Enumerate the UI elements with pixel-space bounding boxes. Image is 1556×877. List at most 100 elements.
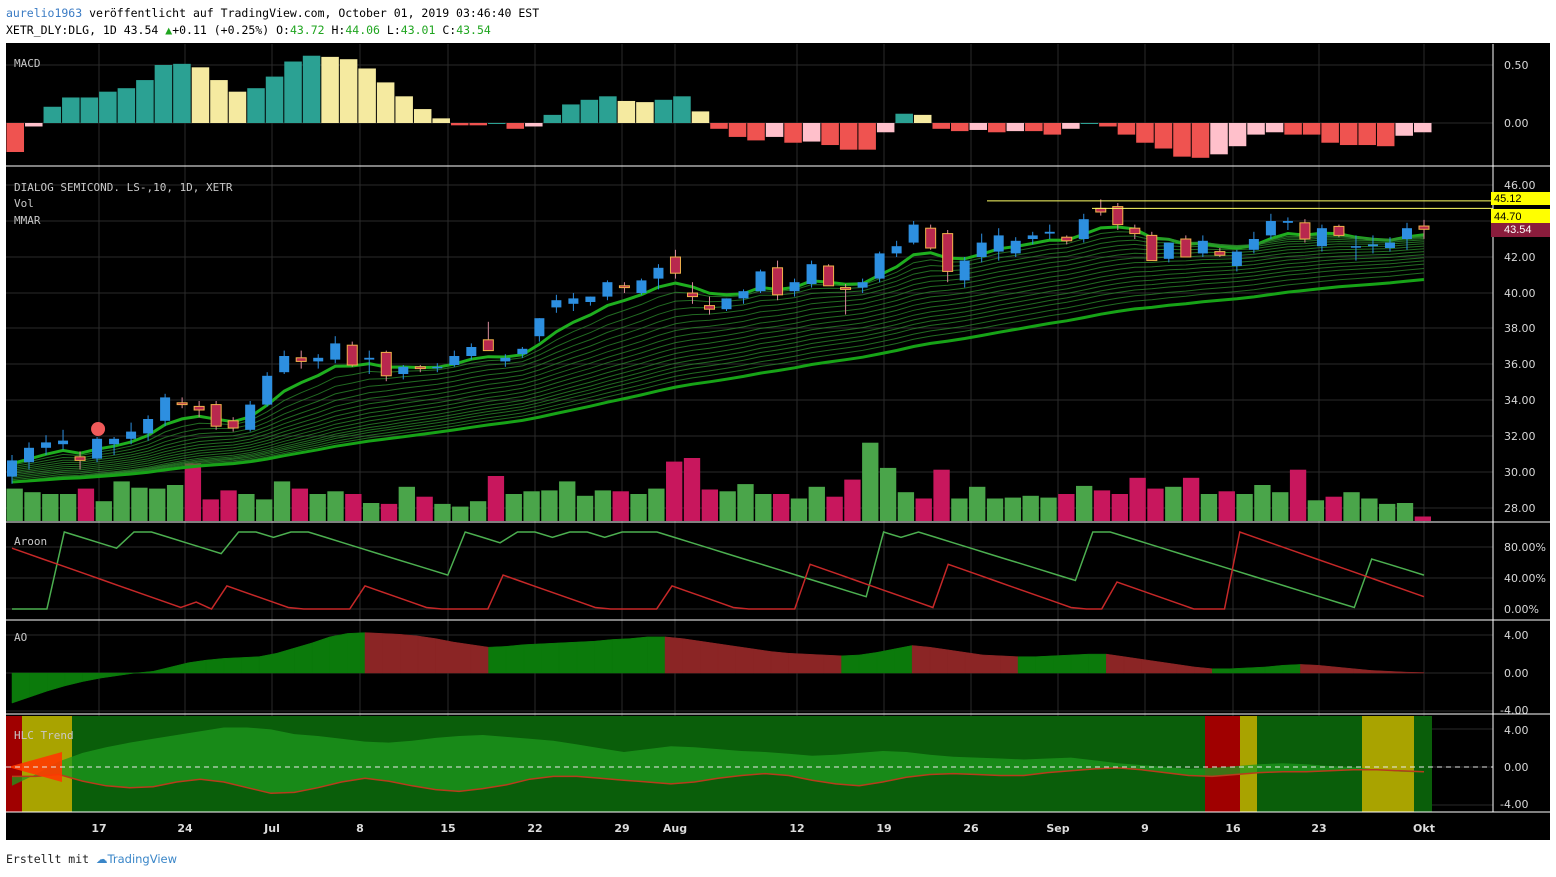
volume-bar bbox=[683, 458, 701, 521]
candle-body bbox=[1231, 251, 1242, 266]
volume-bar bbox=[897, 492, 915, 521]
macd-bar bbox=[950, 123, 969, 132]
time-label: Jul bbox=[263, 822, 280, 835]
candle-body bbox=[669, 256, 681, 274]
macd-bar bbox=[1210, 123, 1228, 155]
volume-bar bbox=[1058, 494, 1075, 521]
symbol-info: XETR_DLY:DLG, 1D 43.54 bbox=[6, 23, 159, 37]
macd-bar bbox=[339, 59, 358, 123]
hlc-trend-pane[interactable] bbox=[6, 716, 1493, 812]
candle-body bbox=[126, 431, 137, 439]
volume-bar bbox=[1129, 477, 1146, 521]
volume-bar bbox=[398, 486, 415, 521]
volume-bar bbox=[826, 496, 843, 521]
candle-body bbox=[330, 343, 341, 360]
candle-body bbox=[262, 375, 273, 405]
macd-bar bbox=[1043, 123, 1062, 135]
ao-segment bbox=[347, 632, 366, 674]
ao-segment bbox=[664, 636, 683, 674]
volume-bar bbox=[523, 491, 540, 521]
footer: Erstellt mit ☁TradingView bbox=[6, 852, 177, 866]
candle-body bbox=[466, 347, 477, 356]
macd-bar bbox=[173, 63, 191, 123]
hlc-slow-line bbox=[12, 767, 1425, 795]
volume-bar bbox=[1111, 494, 1128, 521]
price-axis[interactable]: 0.50 0.00 46.00 42.00 40.00 38.00 36.00 … bbox=[1491, 59, 1550, 811]
price-change: +0.11 (+0.25%) bbox=[172, 23, 270, 37]
macd-bar bbox=[488, 123, 506, 124]
volume-bar bbox=[808, 486, 825, 521]
candle-body bbox=[74, 456, 86, 461]
price-pane-title: DIALOG SEMICOND. LS-,10, 1D, XETR bbox=[14, 181, 233, 194]
macd-bar bbox=[154, 65, 173, 123]
macd-bar bbox=[43, 106, 62, 123]
macd-bar bbox=[1006, 123, 1025, 132]
candle-body bbox=[1214, 251, 1226, 256]
tradingview-logo-icon[interactable]: ☁ bbox=[96, 852, 108, 866]
volume-bar bbox=[1200, 494, 1218, 521]
ao-segment bbox=[700, 640, 719, 674]
candlesticks[interactable] bbox=[7, 199, 1493, 484]
macd-bar bbox=[747, 123, 765, 141]
volume-bar bbox=[487, 476, 505, 521]
candle-body bbox=[380, 351, 392, 377]
mmar-label: MMAR bbox=[14, 214, 41, 227]
ao-segment bbox=[258, 652, 277, 674]
volume-bar bbox=[309, 494, 326, 521]
volume-bar bbox=[1218, 491, 1235, 521]
candle-body bbox=[703, 305, 715, 310]
volume-bar bbox=[434, 503, 451, 521]
candle-body bbox=[755, 271, 766, 292]
candle-body bbox=[891, 246, 902, 254]
macd-bar bbox=[1284, 123, 1302, 135]
candle-body bbox=[840, 287, 852, 290]
candle-body bbox=[517, 348, 528, 355]
candle-body bbox=[176, 402, 188, 406]
candle-body bbox=[1112, 206, 1124, 226]
volume-bar bbox=[363, 503, 380, 521]
candle-body bbox=[482, 339, 494, 352]
volume-bar bbox=[131, 487, 148, 521]
volume-bar bbox=[42, 494, 59, 521]
volume-bar bbox=[273, 481, 291, 521]
candle-body bbox=[993, 235, 1004, 252]
candle-body bbox=[1197, 240, 1208, 254]
macd-bar bbox=[1117, 123, 1136, 135]
aroon-pane[interactable] bbox=[11, 531, 1425, 610]
volume-bar bbox=[505, 494, 522, 521]
ao-segment bbox=[1300, 664, 1319, 674]
macd-bar bbox=[1302, 123, 1321, 135]
time-label: 17 bbox=[91, 822, 106, 835]
ao-segment bbox=[806, 653, 825, 674]
volume-bar bbox=[594, 490, 612, 521]
macd-pane[interactable] bbox=[6, 55, 1432, 158]
macd-bar bbox=[284, 61, 302, 123]
hlc-zone bbox=[1362, 716, 1414, 812]
volume-bar bbox=[1325, 496, 1342, 521]
time-axis[interactable]: 17 24 Jul 8 15 22 29 Aug 12 19 26 Sep 9 … bbox=[91, 822, 1435, 835]
volume-bar bbox=[416, 496, 433, 521]
macd-bar bbox=[1062, 123, 1080, 129]
macd-bar bbox=[691, 111, 710, 123]
volume-bar bbox=[862, 442, 879, 521]
macd-bar bbox=[62, 97, 80, 123]
volume-bar bbox=[77, 488, 95, 521]
ao-segment bbox=[382, 633, 401, 674]
price-tag-last-text: 43.54 bbox=[1504, 224, 1532, 236]
volume-bar bbox=[648, 488, 665, 521]
time-label: 9 bbox=[1141, 822, 1149, 835]
mmar-line bbox=[11, 260, 1425, 483]
author-link[interactable]: aurelio1963 bbox=[6, 6, 83, 20]
macd-bar bbox=[395, 96, 413, 123]
ao-segment bbox=[594, 639, 613, 674]
volume-bars bbox=[6, 442, 1431, 521]
mmar-line bbox=[11, 245, 1425, 478]
volume-bar bbox=[1414, 516, 1431, 521]
volume-bar bbox=[1182, 477, 1200, 521]
tradingview-brand[interactable]: TradingView bbox=[107, 852, 178, 866]
ao-pane[interactable] bbox=[11, 632, 1425, 704]
ao-segment bbox=[929, 646, 948, 674]
candle-body bbox=[1044, 231, 1055, 234]
macd-label: MACD bbox=[14, 57, 41, 70]
